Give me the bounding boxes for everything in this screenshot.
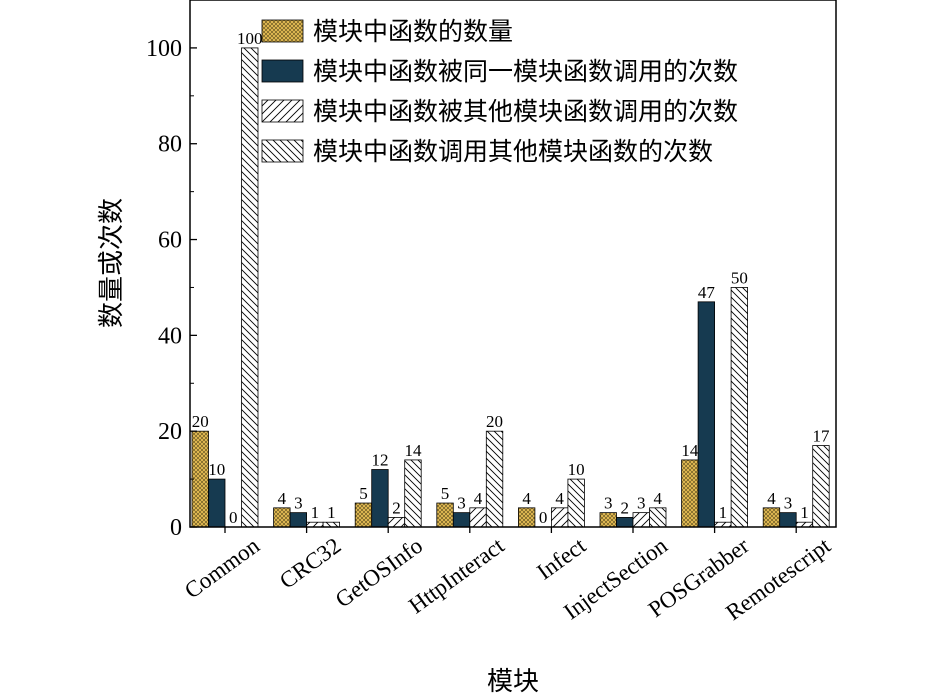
legend-label-series-3: 模块中函数被其他模块函数调用的次数 — [313, 98, 738, 126]
bar-getosinfo-series-3 — [387, 517, 406, 528]
plot-frame — [189, 0, 837, 528]
x-axis-title: 模块 — [487, 667, 539, 696]
data-label-posgrabber-series-2: 47 — [698, 283, 716, 302]
bar-httpinteract-series-3 — [469, 507, 487, 528]
legend-swatch-series-4 — [261, 139, 304, 163]
data-label-common-series-1: 20 — [192, 412, 209, 431]
bars-layer — [191, 47, 830, 528]
bar-common-series-4 — [241, 47, 259, 528]
bar-posgrabber-series-2 — [697, 301, 715, 528]
legend-swatch-series-1 — [261, 19, 304, 43]
bar-common-series-2 — [208, 478, 226, 528]
bar-crc32-series-1 — [273, 507, 291, 528]
data-label-posgrabber-series-4: 50 — [731, 268, 748, 287]
data-label-injectsection-series-2: 2 — [621, 498, 630, 517]
bar-common-series-1 — [191, 430, 209, 528]
data-label-injectsection-series-4: 4 — [654, 489, 663, 508]
data-label-remotescript-series-2: 3 — [784, 494, 793, 513]
x-tick-label-crc32: CRC32 — [275, 533, 346, 594]
y-tick-label: 60 — [158, 228, 182, 254]
bar-getosinfo-series-2 — [371, 469, 389, 528]
data-label-remotescript-series-3: 1 — [800, 503, 809, 522]
data-label-infect-series-4: 10 — [568, 460, 585, 479]
bar-crc32-series-2 — [289, 512, 308, 528]
bar-injectsection-series-1 — [599, 512, 617, 528]
data-label-common-series-3: 0 — [229, 508, 238, 527]
y-tick-label: 40 — [158, 323, 182, 349]
data-label-crc32-series-1: 4 — [278, 489, 287, 508]
data-label-httpinteract-series-1: 5 — [441, 484, 450, 503]
data-label-getosinfo-series-3: 2 — [392, 498, 401, 517]
data-label-injectsection-series-3: 3 — [637, 494, 646, 513]
data-label-crc32-series-3: 1 — [311, 503, 320, 522]
y-tick-label: 100 — [146, 36, 182, 62]
legend-swatch-series-2 — [261, 59, 304, 83]
bar-infect-series-3 — [551, 507, 569, 528]
y-tick-label: 0 — [170, 515, 182, 541]
bar-httpinteract-series-4 — [485, 430, 504, 528]
bar-remotescript-series-2 — [779, 512, 797, 528]
bar-posgrabber-series-4 — [730, 287, 748, 528]
data-label-infect-series-1: 4 — [522, 489, 531, 508]
data-label-common-series-4: 100 — [237, 29, 263, 48]
data-label-httpinteract-series-3: 4 — [474, 489, 483, 508]
y-axis: 0 20 40 60 80 100 — [146, 36, 197, 541]
data-label-remotescript-series-4: 17 — [812, 427, 830, 446]
bar-remotescript-series-4 — [812, 445, 830, 528]
bar-getosinfo-series-1 — [354, 502, 373, 528]
bar-remotescript-series-1 — [762, 507, 781, 528]
x-tick-label-infect: Infect — [532, 532, 591, 584]
bar-injectsection-series-4 — [649, 507, 667, 528]
bar-infect-series-4 — [567, 478, 585, 528]
data-label-crc32-series-2: 3 — [294, 494, 303, 513]
data-label-getosinfo-series-2: 12 — [371, 451, 388, 470]
data-label-infect-series-2: 0 — [539, 508, 548, 527]
legend-swatch-series-3 — [261, 99, 304, 123]
data-label-getosinfo-series-4: 14 — [404, 441, 422, 460]
x-tick-label-common: Common — [180, 533, 264, 604]
y-axis-title: 数量或次数 — [97, 198, 126, 328]
data-label-injectsection-series-1: 3 — [604, 494, 613, 513]
data-label-posgrabber-series-3: 1 — [719, 503, 728, 522]
data-label-getosinfo-series-1: 5 — [359, 484, 368, 503]
data-label-remotescript-series-1: 4 — [767, 489, 776, 508]
legend-label-series-2: 模块中函数被同一模块函数调用的次数 — [313, 58, 738, 86]
data-label-httpinteract-series-2: 3 — [457, 494, 466, 513]
y-tick-label: 20 — [158, 419, 182, 445]
bar-httpinteract-series-2 — [452, 512, 471, 528]
data-label-common-series-2: 10 — [208, 460, 225, 479]
data-label-posgrabber-series-1: 14 — [681, 441, 699, 460]
bar-injectsection-series-3 — [632, 512, 650, 528]
bar-infect-series-1 — [518, 507, 536, 528]
data-label-httpinteract-series-4: 20 — [486, 412, 503, 431]
bar-posgrabber-series-1 — [681, 459, 699, 528]
bar-injectsection-series-2 — [616, 517, 634, 528]
legend-label-series-1: 模块中函数的数量 — [313, 18, 513, 46]
legend: 模块中函数的数量模块中函数被同一模块函数调用的次数模块中函数被其他模块函数调用的… — [261, 18, 738, 166]
bar-getosinfo-series-4 — [404, 459, 422, 528]
legend-label-series-4: 模块中函数调用其他模块函数的次数 — [313, 138, 713, 166]
bar-httpinteract-series-1 — [436, 502, 454, 528]
y-tick-label: 80 — [158, 132, 182, 158]
data-label-crc32-series-4: 1 — [327, 503, 336, 522]
data-label-infect-series-3: 4 — [555, 489, 564, 508]
